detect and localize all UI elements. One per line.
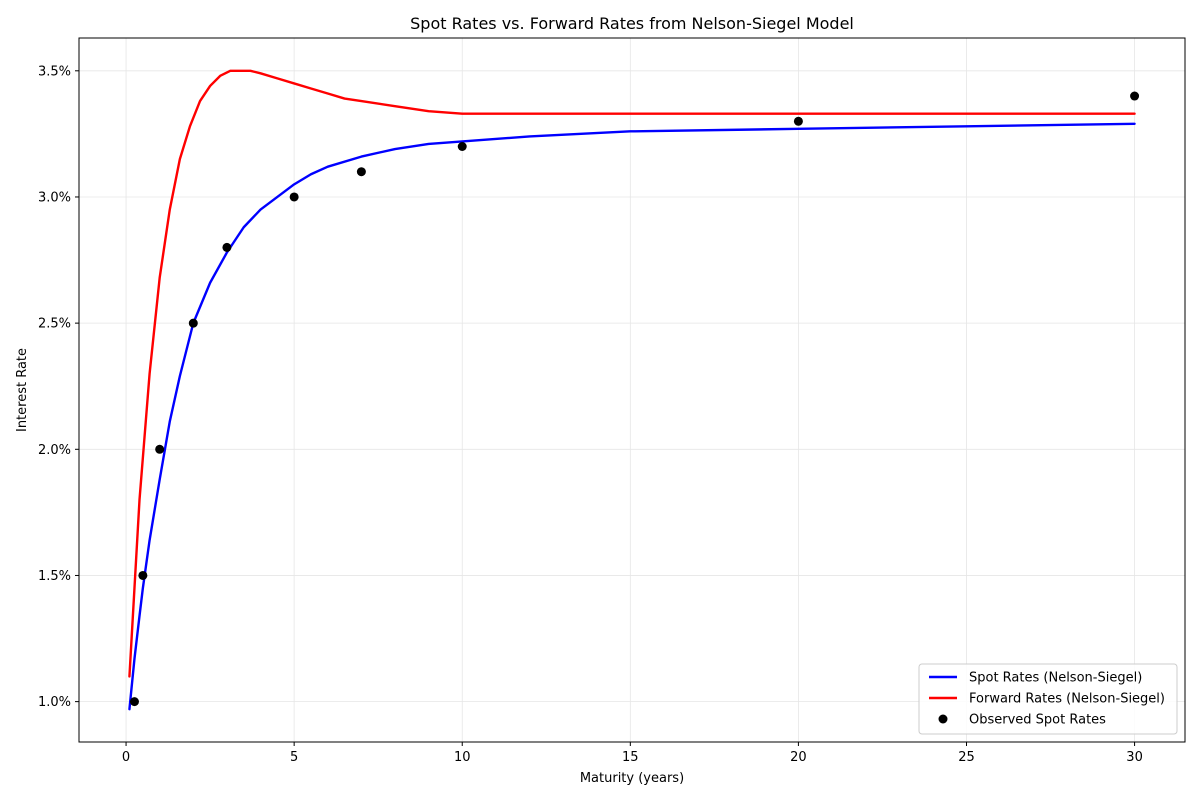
grid-lines [79, 38, 1185, 742]
x-tick-label: 30 [1126, 750, 1143, 765]
scatter-point [1130, 91, 1140, 101]
y-tick-label: 2.5% [38, 317, 71, 332]
series-line-1 [128, 69, 1136, 678]
x-tick-label: 20 [790, 750, 807, 765]
scatter-point [457, 142, 467, 152]
chart-title: Spot Rates vs. Forward Rates from Nelson… [410, 14, 854, 33]
scatter-point [793, 116, 803, 126]
legend-label: Observed Spot Rates [969, 713, 1106, 728]
y-tick-label: 2.0% [38, 443, 71, 458]
x-axis: 0 5 10 15 20 25 30 [122, 742, 1143, 765]
legend: Spot Rates (Nelson-Siegel) Forward Rates … [918, 663, 1178, 735]
legend-label: Forward Rates (Nelson-Siegel) [969, 692, 1165, 707]
legend-label: Spot Rates (Nelson-Siegel) [969, 671, 1142, 686]
plot-series [128, 69, 1140, 711]
scatter-point [188, 318, 198, 328]
x-tick-label: 10 [454, 750, 471, 765]
x-tick-label: 25 [958, 750, 975, 765]
scatter-point [222, 242, 232, 252]
x-tick-label: 5 [290, 750, 298, 765]
scatter-point [138, 570, 148, 580]
scatter-point [155, 444, 165, 454]
scatter-point [356, 167, 366, 177]
scatter-point [129, 697, 139, 707]
scatter-point [289, 192, 299, 202]
legend-box [918, 663, 1178, 735]
y-tick-label: 1.0% [38, 695, 71, 710]
y-tick-label: 3.0% [38, 190, 71, 205]
x-tick-label: 0 [122, 750, 130, 765]
series-line-0 [128, 122, 1136, 711]
y-tick-label: 1.5% [38, 569, 71, 584]
x-axis-title: Maturity (years) [580, 771, 684, 786]
y-axis: 1.0% 1.5% 2.0% 2.5% 3.0% 3.5% [38, 64, 79, 710]
plot-frame [78, 37, 1186, 743]
x-tick-label: 15 [622, 750, 639, 765]
y-tick-label: 3.5% [38, 64, 71, 79]
legend-swatch-marker [938, 714, 948, 724]
y-axis-title: Interest Rate [15, 348, 30, 432]
